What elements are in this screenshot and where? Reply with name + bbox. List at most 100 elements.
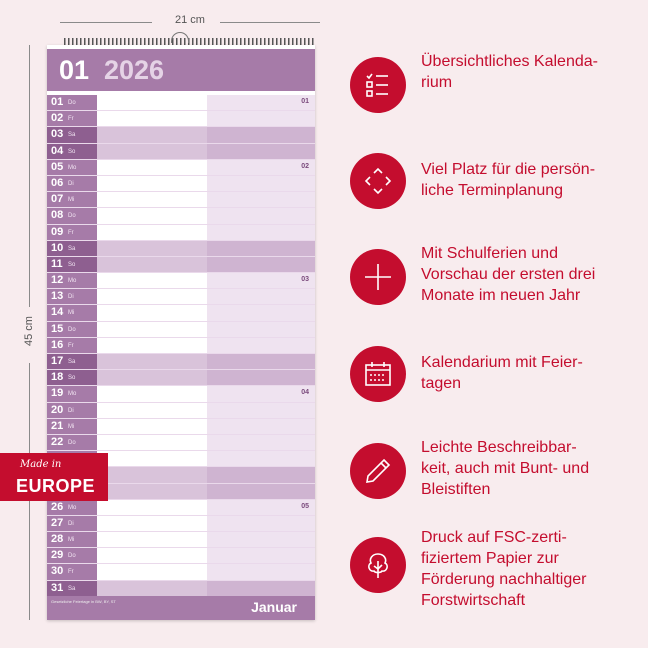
entry-cell[interactable] [97,143,207,159]
entry-cell[interactable]: 02 [207,159,315,175]
entry-cell[interactable]: 03 [207,273,315,289]
weekday: Do [68,326,76,333]
entry-cell[interactable] [207,111,315,127]
entry-cell[interactable] [97,354,207,370]
entry-cell[interactable] [97,402,207,418]
month-name: Januar [251,599,297,615]
day-row: 28 Mi [47,532,315,549]
entry-cell[interactable] [207,224,315,240]
entry-cell[interactable] [97,95,207,111]
entry-cell[interactable] [207,418,315,434]
entry-cell[interactable] [207,548,315,564]
hanging-hook [171,32,189,43]
entry-cell[interactable] [97,337,207,353]
weekday: Do [68,213,76,220]
entry-cell[interactable] [207,564,315,580]
entry-cell[interactable] [97,208,207,224]
weekday: Di [68,407,74,414]
entry-cell[interactable] [207,321,315,337]
entry-cell[interactable] [97,256,207,273]
entry-cell[interactable] [97,580,207,596]
entry-cell[interactable] [207,434,315,451]
entry-cell[interactable] [207,370,315,386]
entry-cell[interactable] [207,289,315,305]
entry-cell[interactable] [207,192,315,208]
day-row: 09 Fr [47,224,315,241]
calendar-footer: Gesetzliche Feiertage in BW, BY, ST Janu… [47,596,315,620]
week-number: 05 [301,502,309,510]
entry-cell[interactable] [97,386,207,402]
entry-cell[interactable] [97,192,207,208]
entry-cell[interactable]: 05 [207,499,315,515]
day-label-cell: 28 Mi [47,532,97,548]
entry-cell[interactable] [207,175,315,192]
entry-cell[interactable] [97,499,207,515]
weekday: Mi [68,310,75,317]
entry-cell[interactable] [207,532,315,548]
day-number: 11 [51,257,63,270]
day-label-cell: 31 Sa [47,580,97,596]
entry-cell[interactable] [97,370,207,386]
entry-cell[interactable] [207,337,315,353]
entry-cell[interactable] [97,548,207,564]
entry-cell[interactable] [97,515,207,532]
day-row: 03 Sa [47,127,315,144]
weekday: Sa [68,585,76,592]
entry-cell[interactable] [207,451,315,467]
entry-cell[interactable] [97,175,207,192]
day-label-cell: 19 Mo [47,386,97,402]
entry-cell[interactable] [207,240,315,256]
entry-cell[interactable] [207,208,315,224]
entry-cell[interactable] [97,127,207,143]
day-row: 06 Di [47,175,315,193]
day-label-cell: 02 Fr [47,111,97,127]
feature-item: Mit Schulferien und Vorschau der ersten d… [350,243,640,313]
day-row: 02 Fr [47,111,315,128]
entry-cell[interactable] [97,224,207,240]
entry-cell[interactable] [97,159,207,175]
entry-cell[interactable] [207,402,315,418]
day-row: 14 Mi [47,305,315,322]
entry-cell[interactable] [97,434,207,451]
entry-cell[interactable] [207,467,315,483]
entry-cell[interactable] [207,143,315,159]
entry-cell[interactable] [207,354,315,370]
entry-cell[interactable] [97,289,207,305]
entry-cell[interactable] [207,580,315,596]
entry-cell[interactable] [97,321,207,337]
entry-cell[interactable] [207,483,315,499]
calendar-icon [350,346,406,402]
entry-cell[interactable]: 04 [207,386,315,402]
entry-cell[interactable] [97,483,207,499]
entry-cell[interactable] [207,515,315,532]
day-row: 26 Mo 05 [47,499,315,516]
entry-cell[interactable] [97,532,207,548]
entry-cell[interactable]: 01 [207,95,315,111]
day-row: 18 So [47,370,315,387]
entry-cell[interactable] [97,451,207,467]
entry-cell[interactable] [207,256,315,273]
weekday: Di [68,520,74,527]
weekday: Do [68,100,76,106]
weekday: Mi [68,197,75,204]
weekday: Mo [68,391,77,398]
weekday: Mi [68,537,75,544]
entry-cell[interactable] [97,564,207,580]
week-number: 03 [301,276,309,284]
day-label-cell: 18 So [47,370,97,386]
entry-cell[interactable] [97,418,207,434]
weekday: Sa [68,359,76,365]
calendar-header: 01 2026 [47,49,315,91]
entry-cell[interactable] [97,111,207,127]
entry-cell[interactable] [97,273,207,289]
entry-cell[interactable] [207,305,315,321]
day-row: 10 Sa [47,240,315,257]
day-row: 29 Do [47,548,315,565]
entry-cell[interactable] [97,305,207,321]
entry-cell[interactable] [97,467,207,483]
day-number: 28 [51,533,64,546]
day-row: 19 Mo 04 [47,386,315,403]
entry-cell[interactable] [207,127,315,143]
entry-cell[interactable] [97,240,207,256]
day-number: 15 [51,322,64,335]
